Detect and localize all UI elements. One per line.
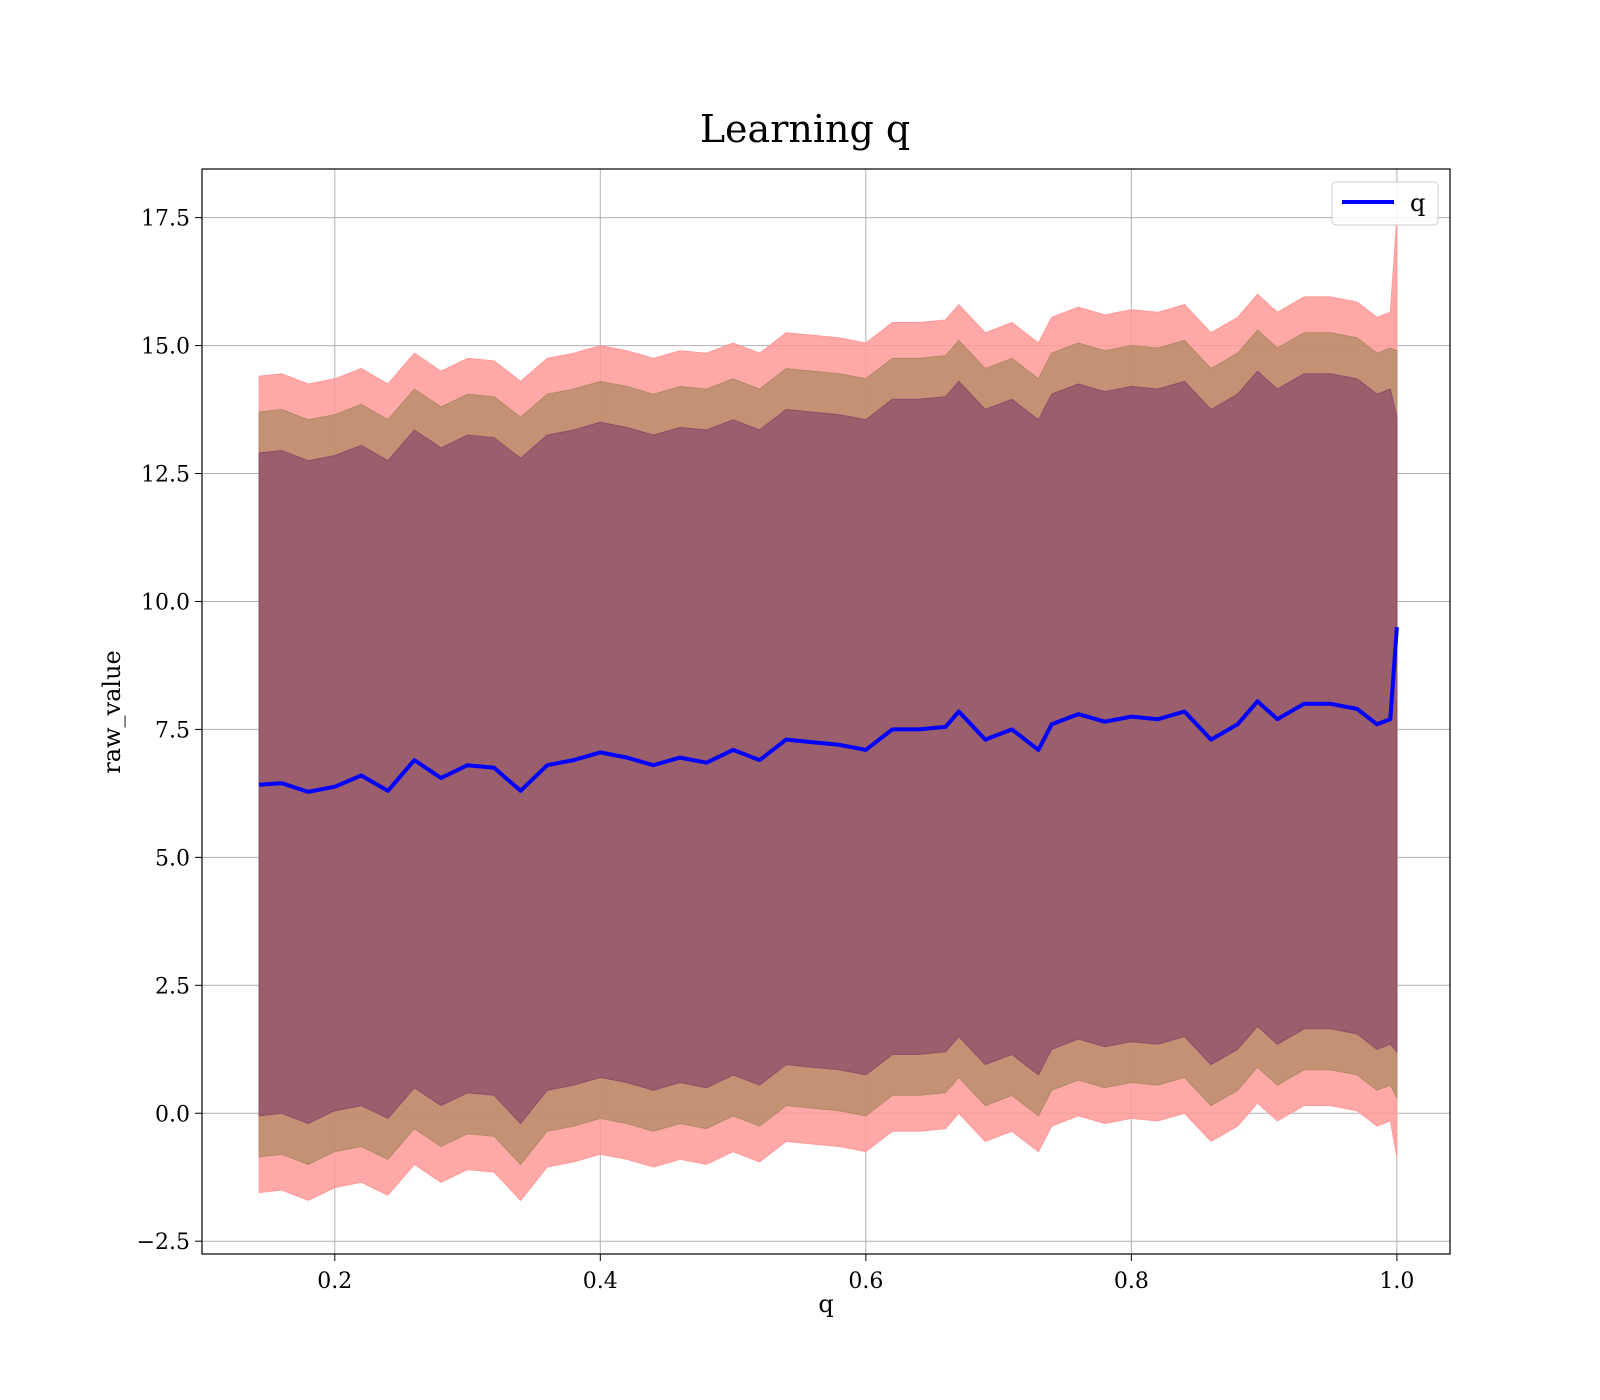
series [258,626,1399,794]
y-tick-label: 12.5 [141,463,190,488]
x-axis: 0.2 0.4 0.6 0.8 1.0 [317,1254,1414,1294]
legend-label-q: q [1410,189,1425,217]
bands [258,217,1398,1202]
x-tick-label: 0.8 [1114,1269,1149,1294]
y-tick-label: 17.5 [141,207,190,232]
y-tick-label: 5.0 [155,846,190,871]
x-tick-label: 0.2 [317,1269,352,1294]
chart-title: Learning q [700,107,910,151]
y-tick-label: −2.5 [137,1230,190,1255]
x-tick-label: 1.0 [1379,1269,1414,1294]
y-tick-label: 2.5 [155,974,190,999]
y-tick-label: 0.0 [155,1102,190,1127]
y-tick-label: 7.5 [155,718,190,743]
y-tick-label: 15.0 [141,335,190,360]
band-inner [258,370,1398,1125]
y-axis-label: raw_value [98,650,126,774]
series-line-q [258,626,1399,794]
y-axis: −2.5 0.0 2.5 5.0 7.5 10.0 12.5 15.0 17.5 [137,207,202,1255]
plot-frame [201,168,1451,1255]
legend: q [1331,181,1439,226]
x-axis-label: q [818,1290,833,1318]
x-tick-label: 0.6 [848,1269,883,1294]
x-tick-label: 0.4 [583,1269,618,1294]
y-tick-label: 10.0 [141,590,190,615]
